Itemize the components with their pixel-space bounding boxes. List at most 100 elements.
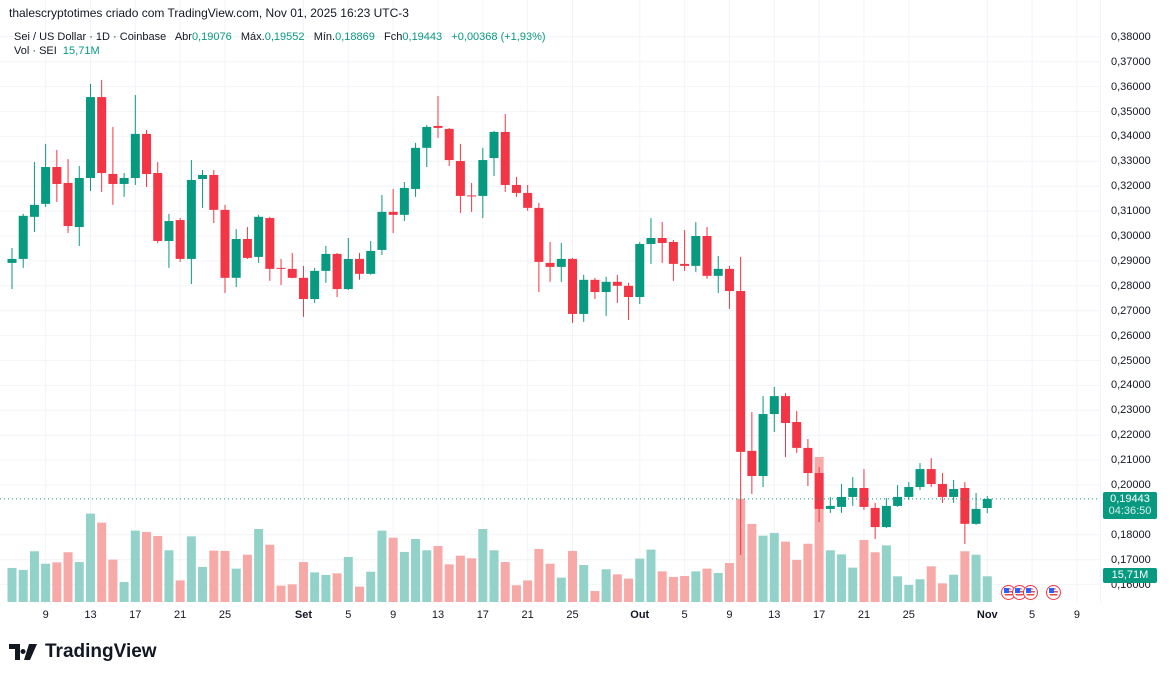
brand-name: TradingView — [45, 641, 157, 662]
volume-bar — [949, 574, 959, 602]
candle-body — [646, 237, 656, 244]
candle-body — [511, 184, 521, 193]
volume-bar — [119, 582, 129, 602]
symbol-name[interactable]: Sei / US Dollar · 1D · Coinbase — [14, 31, 167, 43]
volume-bar — [29, 551, 39, 602]
time-tick-label: 17 — [129, 609, 142, 621]
volume-bar — [265, 544, 275, 602]
volume-bar — [646, 549, 656, 602]
time-tick-label: 25 — [566, 609, 579, 621]
candle-body — [298, 277, 308, 299]
volume-bar — [758, 535, 768, 602]
volume-bar — [411, 538, 421, 602]
candle-body — [489, 131, 499, 159]
candle-body — [579, 279, 589, 314]
time-tick-label: 25 — [218, 609, 232, 621]
price-axis[interactable] — [1100, 0, 1171, 603]
candle-body — [377, 211, 387, 250]
candle-body — [186, 179, 196, 259]
time-tick-label: Set — [294, 609, 313, 621]
candle-body — [467, 195, 477, 197]
volume-bar — [209, 550, 219, 602]
time-tick-label: 21 — [174, 609, 187, 621]
time-tick-label: 9 — [1073, 609, 1080, 621]
volume-bar — [310, 572, 320, 602]
volume-bar — [231, 568, 241, 602]
candle-body — [52, 167, 62, 184]
volume-bar — [41, 563, 51, 602]
volume-bar — [455, 555, 465, 602]
volume-bar — [545, 563, 555, 602]
candle-body — [97, 97, 107, 174]
time-tick-label: 5 — [681, 609, 688, 621]
candle-body — [601, 281, 611, 293]
volume-bar — [355, 586, 365, 602]
volume-badge: 15,71M — [1103, 568, 1157, 583]
volume-bar — [915, 579, 925, 602]
volume-bar — [937, 583, 947, 602]
chart-legend: Sei / US Dollar · 1D · Coinbase Abr0,190… — [14, 30, 546, 58]
volume-bar — [153, 536, 163, 602]
volume-bar — [657, 571, 667, 602]
volume-bar — [982, 576, 992, 602]
volume-bar — [175, 580, 185, 602]
tradingview-logo-icon — [9, 644, 37, 660]
candle-body — [758, 414, 768, 477]
time-tick-label: 25 — [902, 609, 915, 621]
volume-bar — [848, 567, 858, 602]
volume-bar — [837, 554, 847, 602]
us-flag-icon[interactable] — [1046, 585, 1061, 600]
volume-bar — [511, 585, 521, 602]
candle-body — [455, 161, 465, 196]
candle-body — [119, 177, 129, 184]
volume-bar — [780, 541, 790, 602]
volume-label[interactable]: Vol · SEI — [14, 45, 57, 57]
volume-bar — [893, 576, 903, 602]
candle-body — [568, 258, 577, 314]
tradingview-logo[interactable]: TradingView — [9, 641, 157, 663]
candle-body — [982, 498, 992, 509]
volume-bar — [97, 522, 107, 602]
candle-body — [668, 241, 678, 264]
candlestick-chart[interactable] — [0, 0, 1100, 603]
candle-body — [960, 487, 970, 524]
time-tick-label: 21 — [521, 609, 534, 621]
low-value: 0,18869 — [335, 31, 375, 43]
candle-body — [444, 128, 454, 161]
candle-body — [265, 218, 275, 269]
volume-bars — [7, 456, 992, 602]
open-label: Abr — [174, 31, 192, 43]
bar-countdown: 04:36:50 — [1108, 505, 1152, 517]
volume-bar — [52, 562, 62, 602]
us-flag-icon[interactable] — [1023, 585, 1038, 600]
price-tick-label: 0,20000 — [1111, 479, 1151, 491]
candle-body — [478, 160, 488, 196]
time-tick-label: 21 — [857, 609, 871, 621]
close-value: 0,19443 — [402, 31, 443, 43]
price-tick-label: 0,27000 — [1111, 304, 1151, 317]
time-tick-label: 5 — [1029, 609, 1036, 621]
candle-body — [332, 253, 342, 290]
volume-bar — [388, 537, 398, 602]
candle-body — [870, 507, 880, 528]
time-tick-label: 17 — [812, 609, 826, 621]
volume-bar — [702, 568, 712, 602]
volume-bar — [971, 554, 981, 602]
time-tick-label: 9 — [42, 609, 49, 621]
volume-bar — [556, 577, 566, 602]
last-price-value: 0,19443 — [1110, 493, 1150, 505]
candle-body — [7, 258, 17, 263]
volume-bar — [422, 550, 432, 602]
candle-body — [691, 236, 701, 266]
candle-body — [893, 496, 903, 506]
volume-bar — [478, 529, 488, 602]
price-candles — [7, 79, 992, 555]
candle-body — [769, 396, 779, 415]
volume-bar — [713, 573, 723, 602]
volume-bar — [164, 550, 174, 602]
price-tick-label: 0,38000 — [1111, 30, 1151, 43]
last-price-badge: 0,19443 04:36:50 — [1103, 492, 1157, 519]
volume-bar — [960, 551, 970, 602]
volume-bar — [399, 551, 409, 602]
high-value: 0,19552 — [264, 31, 305, 43]
